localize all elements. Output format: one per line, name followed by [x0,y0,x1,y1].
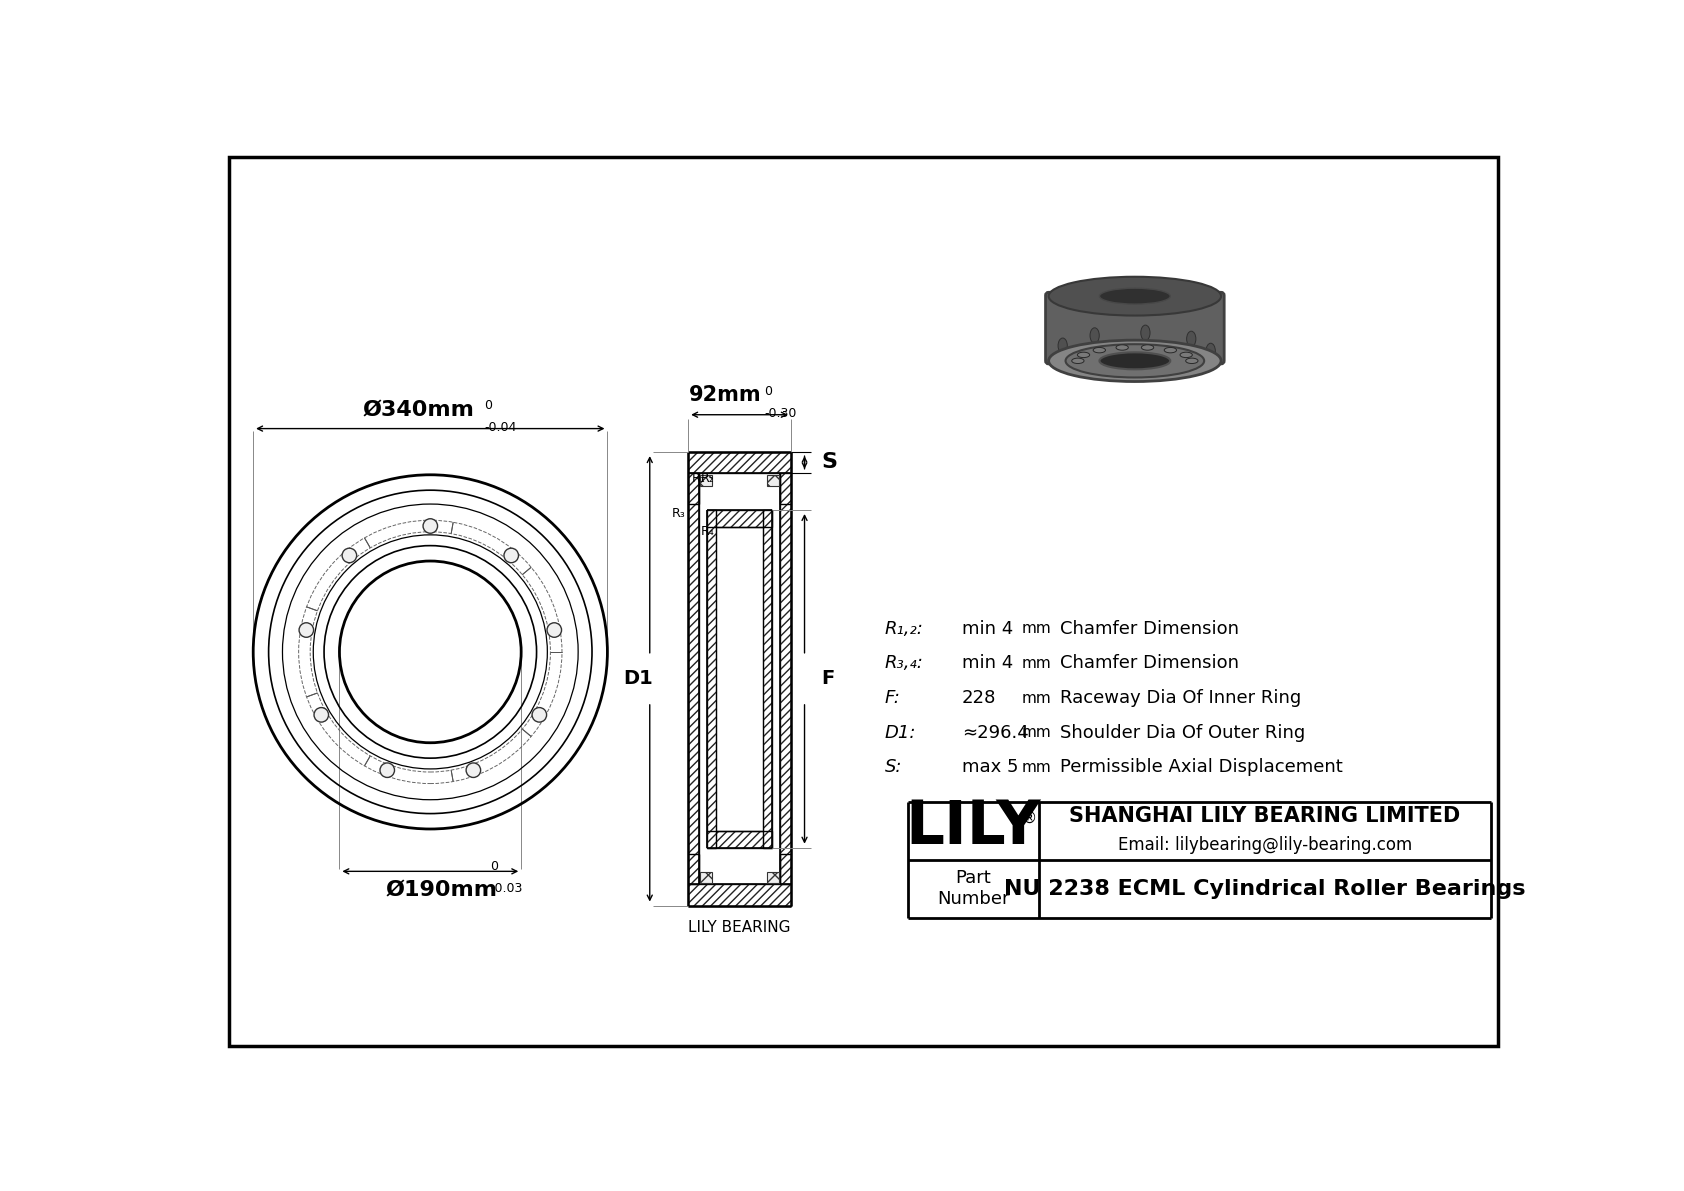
Text: ®: ® [1022,811,1037,825]
Bar [689,451,791,473]
Bar [766,475,780,486]
Text: NU 2238 ECML Cylindrical Roller Bearings: NU 2238 ECML Cylindrical Roller Bearings [1004,879,1526,899]
Bar [707,510,773,526]
Bar [763,510,773,848]
Text: max 5: max 5 [962,759,1019,777]
Text: 0: 0 [490,860,498,873]
Text: min 4: min 4 [962,654,1012,673]
Text: Chamfer Dimension: Chamfer Dimension [1061,654,1239,673]
Bar [780,473,791,885]
Circle shape [504,548,519,562]
Ellipse shape [1058,338,1068,354]
Ellipse shape [1164,348,1177,353]
Circle shape [547,623,561,637]
Circle shape [313,707,328,722]
Text: D1: D1 [623,669,653,688]
Circle shape [342,548,357,562]
Text: Ø190mm: Ø190mm [386,879,498,899]
Text: Shoulder Dia Of Outer Ring: Shoulder Dia Of Outer Ring [1061,724,1305,742]
Text: mm: mm [1022,656,1051,671]
Bar [689,473,699,885]
Bar [707,831,773,848]
Text: SHANGHAI LILY BEARING LIMITED: SHANGHAI LILY BEARING LIMITED [1069,805,1460,825]
Text: R₃: R₃ [672,507,685,520]
Ellipse shape [1049,341,1221,381]
Bar [707,510,716,848]
Text: R₂: R₂ [701,472,714,485]
Text: S:: S: [884,759,903,777]
Text: -0.30: -0.30 [765,407,797,420]
Text: 0: 0 [765,385,771,398]
FancyBboxPatch shape [1046,292,1224,364]
Circle shape [300,623,313,637]
Ellipse shape [1093,348,1105,353]
Text: R₁,₂:: R₁,₂: [884,619,923,638]
Ellipse shape [1142,345,1154,350]
Circle shape [423,519,438,534]
Text: 0: 0 [485,399,492,412]
Bar [701,872,712,883]
Text: -0.04: -0.04 [485,420,517,434]
Text: R₃,₄:: R₃,₄: [884,654,923,673]
Text: LILY BEARING: LILY BEARING [689,919,791,935]
Ellipse shape [1100,353,1170,369]
Circle shape [381,763,394,778]
Text: mm: mm [1022,760,1051,775]
Text: Raceway Dia Of Inner Ring: Raceway Dia Of Inner Ring [1061,690,1302,707]
Bar [766,872,780,883]
Text: D1:: D1: [884,724,916,742]
Text: LILY: LILY [906,798,1041,856]
Text: Part
Number: Part Number [936,869,1009,908]
Ellipse shape [1186,358,1197,363]
Text: Ø340mm: Ø340mm [362,399,475,419]
Ellipse shape [1180,353,1192,357]
Ellipse shape [1071,358,1084,363]
Ellipse shape [1078,353,1090,357]
Text: mm: mm [1022,622,1051,636]
Text: Permissible Axial Displacement: Permissible Axial Displacement [1061,759,1342,777]
Ellipse shape [1090,328,1100,343]
Circle shape [466,763,480,778]
Text: 92mm: 92mm [689,385,761,405]
Text: S: S [822,453,837,473]
Text: min 4: min 4 [962,619,1012,638]
Text: R₁: R₁ [692,472,706,485]
Text: Chamfer Dimension: Chamfer Dimension [1061,619,1239,638]
Circle shape [532,707,547,722]
Bar [689,885,791,906]
Text: R₄: R₄ [701,525,714,538]
Bar [701,475,712,486]
Text: mm: mm [1022,691,1051,705]
Text: ≈296.4: ≈296.4 [962,724,1029,742]
Text: F:: F: [884,690,901,707]
Ellipse shape [1100,288,1170,304]
Ellipse shape [1066,344,1204,378]
Text: 228: 228 [962,690,995,707]
Text: mm: mm [1022,725,1051,741]
Ellipse shape [1049,276,1221,316]
Ellipse shape [1187,331,1196,347]
Ellipse shape [1206,343,1216,358]
Text: F: F [822,669,835,688]
Ellipse shape [1116,345,1128,350]
Ellipse shape [1140,325,1150,341]
Text: Email: lilybearing@lily-bearing.com: Email: lilybearing@lily-bearing.com [1118,836,1413,854]
Text: -0.03: -0.03 [490,883,522,896]
